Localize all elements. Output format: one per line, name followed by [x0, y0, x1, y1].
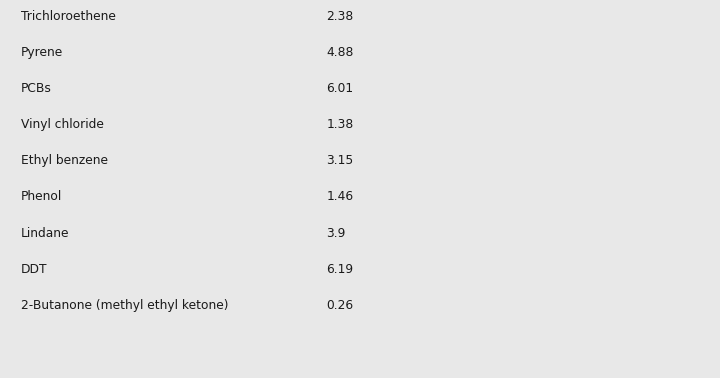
Text: Lindane: Lindane: [21, 227, 69, 240]
Text: Pyrene: Pyrene: [21, 46, 63, 59]
Text: 3.9: 3.9: [326, 227, 346, 240]
Text: 3.15: 3.15: [326, 154, 354, 167]
Text: 2-Butanone (methyl ethyl ketone): 2-Butanone (methyl ethyl ketone): [21, 299, 228, 312]
Text: Phenol: Phenol: [21, 191, 62, 203]
Text: PCBs: PCBs: [21, 82, 52, 95]
Text: DDT: DDT: [21, 263, 48, 276]
Text: 6.19: 6.19: [326, 263, 354, 276]
Text: 0.26: 0.26: [326, 299, 354, 312]
Text: 6.01: 6.01: [326, 82, 354, 95]
Text: Vinyl chloride: Vinyl chloride: [21, 118, 104, 131]
Text: Ethyl benzene: Ethyl benzene: [21, 154, 108, 167]
Text: 1.46: 1.46: [326, 191, 354, 203]
Text: 1.38: 1.38: [326, 118, 354, 131]
Text: Trichloroethene: Trichloroethene: [21, 10, 116, 23]
Text: 2.38: 2.38: [326, 10, 354, 23]
Text: 4.88: 4.88: [326, 46, 354, 59]
